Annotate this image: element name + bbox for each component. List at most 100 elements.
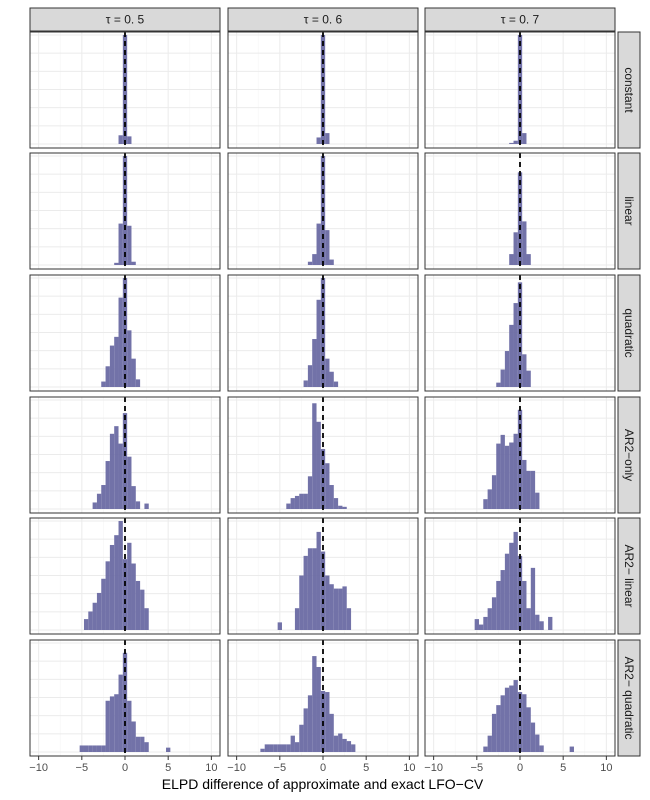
histogram-bar <box>509 542 514 630</box>
row-strip <box>617 152 641 270</box>
x-axis-tick-label: −5 <box>471 762 484 774</box>
row-strip <box>617 517 641 635</box>
histogram-bar <box>88 745 93 752</box>
histogram-bar <box>509 324 514 387</box>
histogram-bar <box>127 136 132 144</box>
histogram-bar <box>526 707 531 752</box>
histogram-bar <box>530 722 536 752</box>
histogram-bar <box>127 225 132 265</box>
histogram-bar <box>114 336 119 387</box>
histogram-bar <box>307 261 313 265</box>
histogram-bar <box>513 303 518 387</box>
histogram-bar <box>294 495 300 509</box>
histogram-bar <box>478 624 484 630</box>
row-strip-label: AR2− quadratic <box>622 656 636 739</box>
histogram-bar <box>122 652 128 752</box>
histogram-bar <box>329 584 334 630</box>
histogram-bar <box>474 619 479 630</box>
histogram-bar <box>299 724 304 752</box>
histogram-bar <box>269 744 274 752</box>
histogram-bar <box>333 498 339 509</box>
panel-border <box>227 152 419 270</box>
histogram-bar <box>118 443 123 509</box>
histogram-bar <box>114 262 119 265</box>
histogram-bar <box>522 580 527 630</box>
histogram-bar <box>487 608 492 630</box>
histogram-bar <box>483 499 488 509</box>
panel-border <box>29 31 221 149</box>
histogram-bar <box>535 614 540 630</box>
histogram-bar <box>312 403 317 509</box>
histogram-bar <box>522 694 527 752</box>
histogram-bar <box>83 619 89 630</box>
histogram-bar <box>500 570 505 630</box>
histogram-bar <box>500 695 505 752</box>
panel-border <box>424 517 616 635</box>
x-axis-tick-label: −10 <box>424 762 443 774</box>
histogram-bar <box>307 365 313 387</box>
histogram-bar <box>338 733 343 752</box>
histogram-bar <box>307 695 313 752</box>
panel-border <box>424 31 616 149</box>
histogram-bar <box>517 409 523 509</box>
panel-border <box>227 517 419 635</box>
histogram-bar <box>79 745 84 752</box>
histogram-bar <box>535 734 540 752</box>
histogram-bar <box>342 586 347 630</box>
x-axis-tick-label: −10 <box>227 762 246 774</box>
x-axis-tick-label: 10 <box>600 762 612 774</box>
histogram-bar <box>312 548 317 630</box>
histogram-bar <box>101 381 106 387</box>
histogram-bar <box>131 486 136 509</box>
histogram-bar <box>329 259 334 265</box>
column-strip <box>29 7 221 32</box>
panel-border <box>424 396 616 514</box>
histogram-bar <box>277 744 282 752</box>
histogram-bar <box>118 521 123 630</box>
histogram-bar <box>522 459 527 509</box>
histogram-bar <box>325 463 330 509</box>
histogram-bar <box>487 489 492 509</box>
histogram-bar <box>114 426 119 509</box>
panel-border <box>29 396 221 514</box>
histogram-bar <box>491 475 497 509</box>
histogram-bar <box>316 137 321 144</box>
histogram-bar <box>513 680 518 752</box>
histogram-bar <box>491 597 497 630</box>
histogram-bar <box>135 501 141 509</box>
x-axis-tick-label: 0 <box>320 762 326 774</box>
histogram-bar <box>548 616 553 630</box>
histogram-bar <box>144 608 149 630</box>
histogram-bar <box>496 580 501 630</box>
histogram-bar <box>118 674 123 752</box>
histogram-bar <box>333 381 339 387</box>
histogram-bar <box>135 379 141 387</box>
histogram-bar <box>294 608 300 630</box>
histogram-bar <box>131 261 136 265</box>
histogram-bar <box>127 700 132 752</box>
panel-border <box>29 517 221 635</box>
x-axis-tick-label: −5 <box>274 762 287 774</box>
histogram-bar <box>290 735 295 752</box>
histogram-bar <box>303 380 308 387</box>
x-axis-tick-label: 0 <box>517 762 523 774</box>
histogram-bar <box>325 230 330 265</box>
histogram-bar <box>105 461 110 509</box>
histogram-bar <box>338 505 343 509</box>
histogram-bar <box>483 616 488 630</box>
histogram-bar <box>316 421 321 509</box>
histogram-bar <box>290 498 295 509</box>
row-strip <box>617 396 641 514</box>
histogram-bar <box>131 721 136 752</box>
histogram-bar <box>530 470 536 509</box>
histogram-bar <box>329 371 334 387</box>
histogram-bar <box>333 588 339 630</box>
histogram-bar <box>338 588 343 630</box>
histogram-bar <box>101 485 106 509</box>
histogram-bar <box>522 354 527 387</box>
x-axis-tick-label: 10 <box>205 762 217 774</box>
histogram-bar <box>530 567 536 630</box>
histogram-bar <box>312 254 317 265</box>
histogram-bar <box>539 745 544 752</box>
